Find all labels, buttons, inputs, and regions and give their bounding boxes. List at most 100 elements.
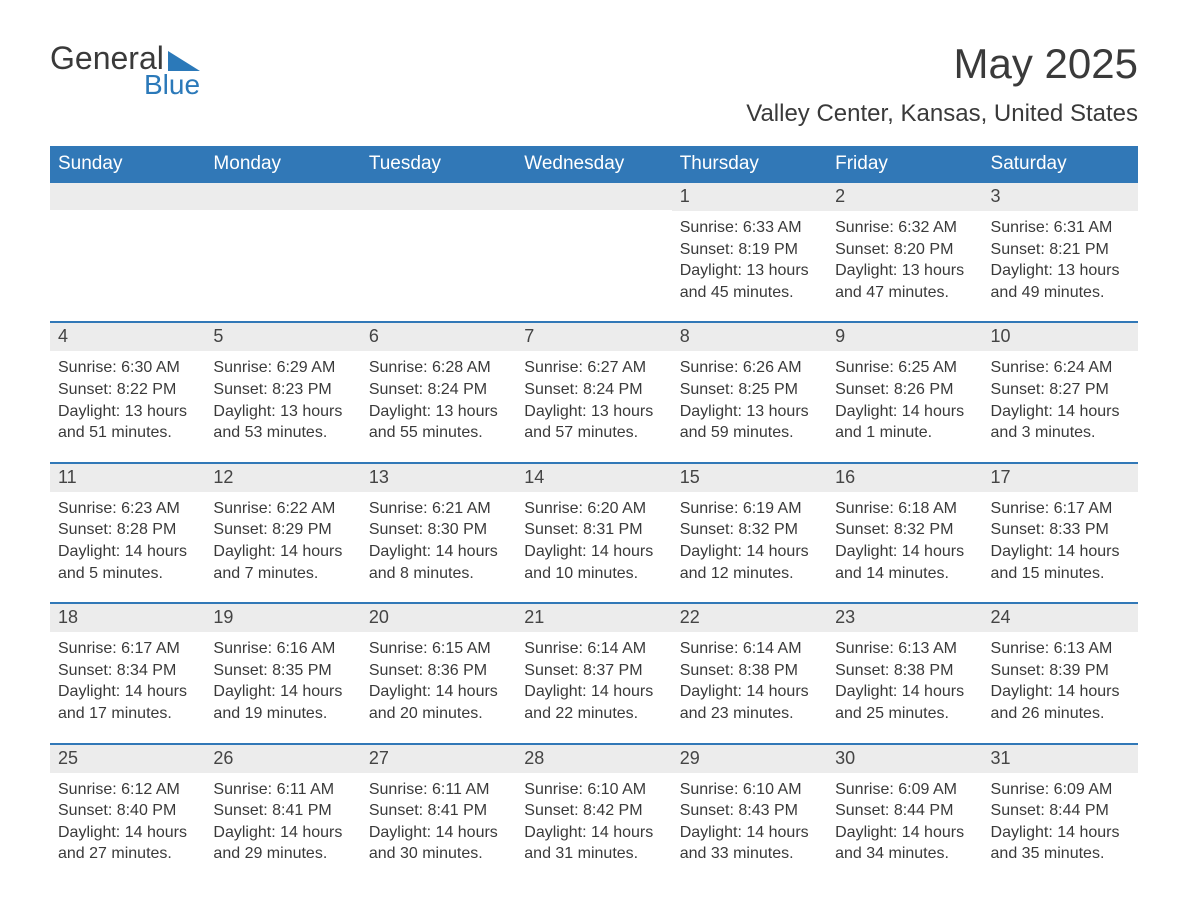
day-number: 17 — [983, 464, 1138, 492]
day-sunrise: Sunrise: 6:22 AM — [213, 498, 352, 520]
day-sunset: Sunset: 8:21 PM — [991, 239, 1130, 261]
day-sunset: Sunset: 8:25 PM — [680, 379, 819, 401]
calendar-day: 4Sunrise: 6:30 AMSunset: 8:22 PMDaylight… — [50, 323, 205, 443]
day-day1: Daylight: 14 hours — [369, 541, 508, 563]
day-body: Sunrise: 6:10 AMSunset: 8:43 PMDaylight:… — [672, 773, 827, 865]
day-sunrise: Sunrise: 6:23 AM — [58, 498, 197, 520]
day-sunrise: Sunrise: 6:17 AM — [991, 498, 1130, 520]
day-number: 16 — [827, 464, 982, 492]
calendar-day: 12Sunrise: 6:22 AMSunset: 8:29 PMDayligh… — [205, 464, 360, 584]
calendar-day: 15Sunrise: 6:19 AMSunset: 8:32 PMDayligh… — [672, 464, 827, 584]
day-body: Sunrise: 6:31 AMSunset: 8:21 PMDaylight:… — [983, 211, 1138, 303]
calendar-day: 11Sunrise: 6:23 AMSunset: 8:28 PMDayligh… — [50, 464, 205, 584]
day-day1: Daylight: 13 hours — [524, 401, 663, 423]
day-day1: Daylight: 14 hours — [991, 401, 1130, 423]
day-body: Sunrise: 6:27 AMSunset: 8:24 PMDaylight:… — [516, 351, 671, 443]
day-number: 18 — [50, 604, 205, 632]
day-day2: and 1 minute. — [835, 422, 974, 444]
day-sunset: Sunset: 8:32 PM — [680, 519, 819, 541]
day-number: 4 — [50, 323, 205, 351]
day-body: Sunrise: 6:20 AMSunset: 8:31 PMDaylight:… — [516, 492, 671, 584]
day-day2: and 45 minutes. — [680, 282, 819, 304]
calendar-day: 24Sunrise: 6:13 AMSunset: 8:39 PMDayligh… — [983, 604, 1138, 724]
day-body: Sunrise: 6:12 AMSunset: 8:40 PMDaylight:… — [50, 773, 205, 865]
calendar-day: 21Sunrise: 6:14 AMSunset: 8:37 PMDayligh… — [516, 604, 671, 724]
day-number: 9 — [827, 323, 982, 351]
day-body: Sunrise: 6:21 AMSunset: 8:30 PMDaylight:… — [361, 492, 516, 584]
day-day1: Daylight: 14 hours — [991, 681, 1130, 703]
calendar-day: 27Sunrise: 6:11 AMSunset: 8:41 PMDayligh… — [361, 745, 516, 865]
day-sunrise: Sunrise: 6:26 AM — [680, 357, 819, 379]
dow-tuesday: Tuesday — [361, 146, 516, 183]
day-day2: and 5 minutes. — [58, 563, 197, 585]
day-sunrise: Sunrise: 6:10 AM — [680, 779, 819, 801]
day-number: 24 — [983, 604, 1138, 632]
calendar-week: 25Sunrise: 6:12 AMSunset: 8:40 PMDayligh… — [50, 743, 1138, 865]
day-sunset: Sunset: 8:41 PM — [369, 800, 508, 822]
day-day1: Daylight: 14 hours — [680, 541, 819, 563]
calendar-day — [205, 183, 360, 303]
calendar-day: 29Sunrise: 6:10 AMSunset: 8:43 PMDayligh… — [672, 745, 827, 865]
calendar-day: 25Sunrise: 6:12 AMSunset: 8:40 PMDayligh… — [50, 745, 205, 865]
calendar-day: 7Sunrise: 6:27 AMSunset: 8:24 PMDaylight… — [516, 323, 671, 443]
day-number: 6 — [361, 323, 516, 351]
day-sunrise: Sunrise: 6:09 AM — [991, 779, 1130, 801]
day-body: Sunrise: 6:28 AMSunset: 8:24 PMDaylight:… — [361, 351, 516, 443]
day-sunset: Sunset: 8:30 PM — [369, 519, 508, 541]
day-number: 30 — [827, 745, 982, 773]
day-day1: Daylight: 14 hours — [991, 541, 1130, 563]
day-body: Sunrise: 6:32 AMSunset: 8:20 PMDaylight:… — [827, 211, 982, 303]
day-day2: and 20 minutes. — [369, 703, 508, 725]
day-day1: Daylight: 14 hours — [835, 541, 974, 563]
calendar-day: 20Sunrise: 6:15 AMSunset: 8:36 PMDayligh… — [361, 604, 516, 724]
calendar-day: 2Sunrise: 6:32 AMSunset: 8:20 PMDaylight… — [827, 183, 982, 303]
day-sunrise: Sunrise: 6:24 AM — [991, 357, 1130, 379]
day-sunrise: Sunrise: 6:14 AM — [680, 638, 819, 660]
day-day2: and 14 minutes. — [835, 563, 974, 585]
day-body: Sunrise: 6:13 AMSunset: 8:39 PMDaylight:… — [983, 632, 1138, 724]
day-number: 31 — [983, 745, 1138, 773]
day-body: Sunrise: 6:09 AMSunset: 8:44 PMDaylight:… — [983, 773, 1138, 865]
day-number: 28 — [516, 745, 671, 773]
day-sunset: Sunset: 8:33 PM — [991, 519, 1130, 541]
day-day1: Daylight: 14 hours — [680, 822, 819, 844]
day-sunset: Sunset: 8:40 PM — [58, 800, 197, 822]
day-sunset: Sunset: 8:35 PM — [213, 660, 352, 682]
dow-friday: Friday — [827, 146, 982, 183]
day-number: 10 — [983, 323, 1138, 351]
day-number: 14 — [516, 464, 671, 492]
day-day2: and 33 minutes. — [680, 843, 819, 865]
day-sunrise: Sunrise: 6:21 AM — [369, 498, 508, 520]
calendar-week: 4Sunrise: 6:30 AMSunset: 8:22 PMDaylight… — [50, 321, 1138, 443]
day-sunset: Sunset: 8:23 PM — [213, 379, 352, 401]
calendar-week: 18Sunrise: 6:17 AMSunset: 8:34 PMDayligh… — [50, 602, 1138, 724]
day-sunrise: Sunrise: 6:29 AM — [213, 357, 352, 379]
day-day1: Daylight: 14 hours — [58, 681, 197, 703]
day-body: Sunrise: 6:10 AMSunset: 8:42 PMDaylight:… — [516, 773, 671, 865]
day-sunrise: Sunrise: 6:17 AM — [58, 638, 197, 660]
calendar-day: 31Sunrise: 6:09 AMSunset: 8:44 PMDayligh… — [983, 745, 1138, 865]
day-body: Sunrise: 6:09 AMSunset: 8:44 PMDaylight:… — [827, 773, 982, 865]
calendar-day: 17 Sunrise: 6:17 AMSunset: 8:33 PMDayligh… — [983, 464, 1138, 584]
day-day1: Daylight: 13 hours — [58, 401, 197, 423]
logo-text-blue: Blue — [144, 69, 200, 101]
day-day2: and 55 minutes. — [369, 422, 508, 444]
day-sunrise: Sunrise: 6:20 AM — [524, 498, 663, 520]
day-day1: Daylight: 14 hours — [835, 681, 974, 703]
day-number: 19 — [205, 604, 360, 632]
dow-sunday: Sunday — [50, 146, 205, 183]
calendar-day: 18Sunrise: 6:17 AMSunset: 8:34 PMDayligh… — [50, 604, 205, 724]
calendar-week: 11Sunrise: 6:23 AMSunset: 8:28 PMDayligh… — [50, 462, 1138, 584]
day-sunrise: Sunrise: 6:25 AM — [835, 357, 974, 379]
day-sunrise: Sunrise: 6:18 AM — [835, 498, 974, 520]
day-day2: and 22 minutes. — [524, 703, 663, 725]
day-day1: Daylight: 13 hours — [835, 260, 974, 282]
day-number: 8 — [672, 323, 827, 351]
day-day1: Daylight: 13 hours — [369, 401, 508, 423]
day-number: 21 — [516, 604, 671, 632]
day-body: Sunrise: 6:29 AMSunset: 8:23 PMDaylight:… — [205, 351, 360, 443]
day-day1: Daylight: 14 hours — [58, 541, 197, 563]
day-sunset: Sunset: 8:43 PM — [680, 800, 819, 822]
calendar-day — [50, 183, 205, 303]
day-sunset: Sunset: 8:36 PM — [369, 660, 508, 682]
